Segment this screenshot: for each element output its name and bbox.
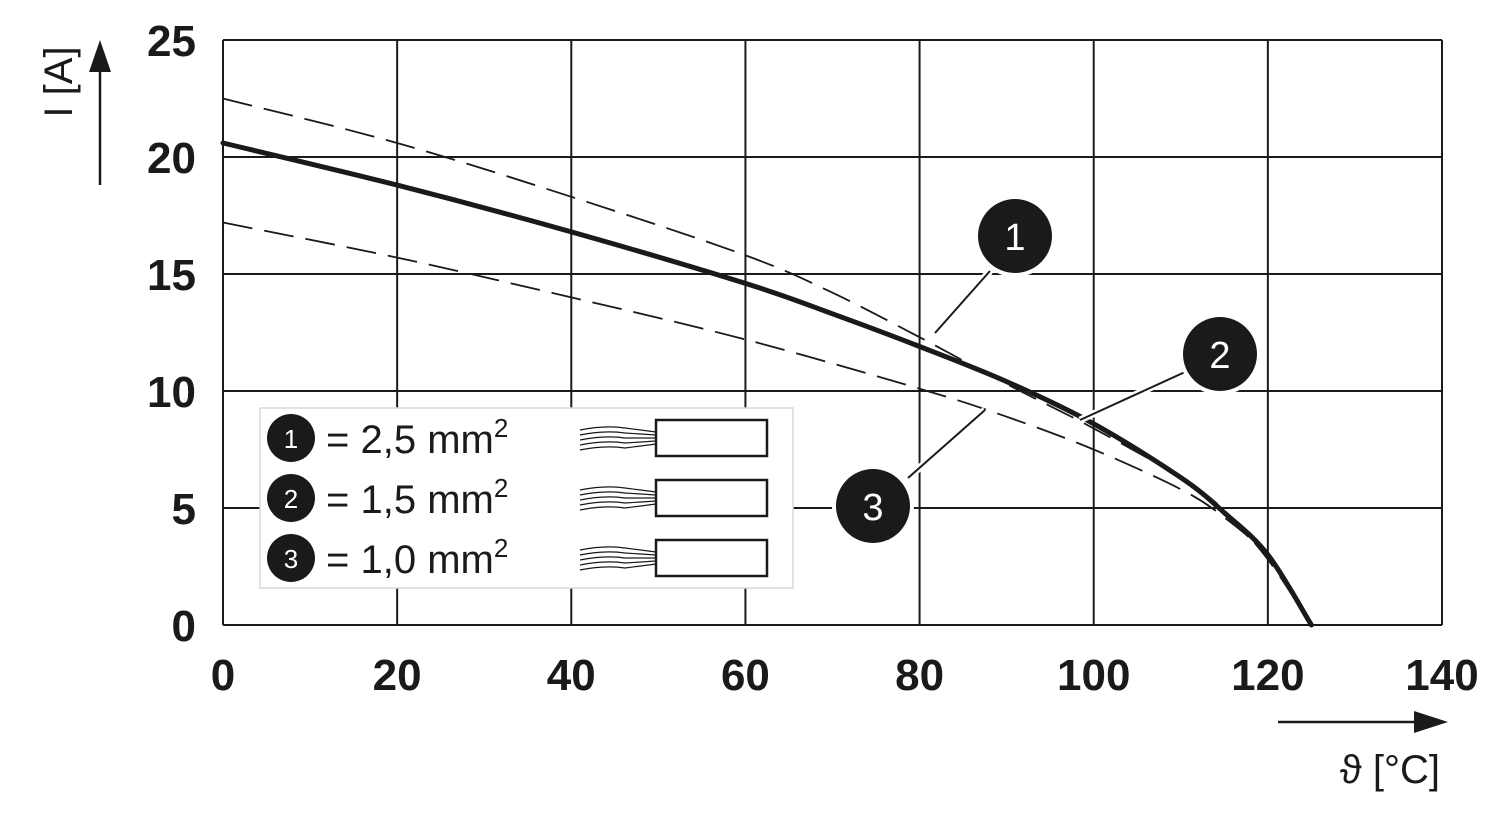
x-tick-label: 120: [1231, 651, 1304, 700]
x-tick-label: 0: [211, 651, 235, 700]
x-tick-label: 40: [547, 651, 596, 700]
x-tick-label: 140: [1405, 651, 1478, 700]
wire-strand: [579, 546, 657, 553]
legend-marker-2: [267, 474, 315, 522]
legend-marker-label: 1: [284, 424, 298, 454]
x-axis-label-group: ϑ [°C]: [1278, 711, 1448, 792]
wire-strand: [579, 496, 656, 501]
legend-marker-label: 2: [284, 484, 298, 514]
conductor-sleeve: [654, 538, 769, 578]
y-tick-label: 25: [147, 17, 196, 66]
callout-badge-label: 3: [862, 487, 883, 529]
wire-strand: [579, 426, 657, 433]
callout-leader-line: [934, 270, 991, 334]
y-tick-label: 5: [172, 485, 196, 534]
series-layer: [220, 97, 1314, 628]
wire-strand: [579, 563, 657, 571]
legend-marker-1: [267, 414, 315, 462]
y-tick-label: 15: [147, 251, 196, 300]
series-line-2: [220, 140, 1314, 628]
x-tick-label: 100: [1057, 651, 1130, 700]
y-axis-arrow-head: [89, 40, 111, 72]
y-axis-label: I [A]: [37, 46, 81, 117]
conductor-sleeve: [654, 478, 769, 518]
wire-strand: [579, 500, 657, 506]
wire-end-icon: [579, 418, 769, 458]
wire-strand: [579, 436, 656, 441]
callout-badge-label: 2: [1209, 335, 1230, 377]
x-tick-label: 80: [895, 651, 944, 700]
x-axis-label: ϑ [°C]: [1340, 748, 1440, 792]
callout-badge-2: [1183, 317, 1257, 391]
wire-strand: [579, 556, 656, 561]
callout-leader-line: [907, 409, 986, 479]
callout-badge-1: [978, 199, 1052, 273]
wire-strand: [579, 443, 657, 451]
x-tick-label: 60: [721, 651, 770, 700]
x-tick-labels: 0 20 40 60 80 100 120 140: [211, 651, 1479, 700]
legend-marker-3: [267, 534, 315, 582]
legend-marker-label: 3: [284, 544, 298, 574]
wire-strand: [579, 560, 657, 566]
callout-leader-line: [1079, 371, 1186, 421]
conductor-sleeve: [654, 418, 769, 458]
legend-label: = 2,5 mm2: [326, 413, 508, 462]
y-tick-labels: 0 5 10 15 20 25: [147, 17, 196, 651]
wire-strand: [579, 440, 657, 446]
grid: [222, 39, 1443, 626]
x-axis-arrow-head: [1414, 711, 1448, 733]
y-tick-label: 0: [172, 602, 196, 651]
legend-label: = 1,0 mm2: [326, 533, 508, 582]
wire-end-icon: [579, 478, 769, 518]
legend: 1 = 2,5 mm2 2 = 1,5 mm2 3 = 1,0 mm2: [259, 407, 794, 589]
wire-strand: [579, 431, 657, 436]
wire-strand: [579, 491, 657, 496]
wire-strand: [579, 503, 657, 511]
wire-strand: [579, 486, 657, 493]
series-line-1: [222, 97, 1313, 626]
callout-badge-label: 1: [1004, 217, 1025, 259]
y-tick-label: 20: [147, 134, 196, 183]
legend-label: = 1,5 mm2: [326, 473, 508, 522]
y-tick-label: 10: [147, 368, 196, 417]
series-line-3: [222, 221, 1313, 626]
x-tick-label: 20: [373, 651, 422, 700]
wire-end-icon: [579, 538, 769, 578]
callout-badge-3: [836, 469, 910, 543]
wire-strand: [579, 551, 657, 556]
callouts: 1 2 3: [832, 195, 1261, 547]
y-axis-label-group: I [A]: [37, 40, 111, 185]
